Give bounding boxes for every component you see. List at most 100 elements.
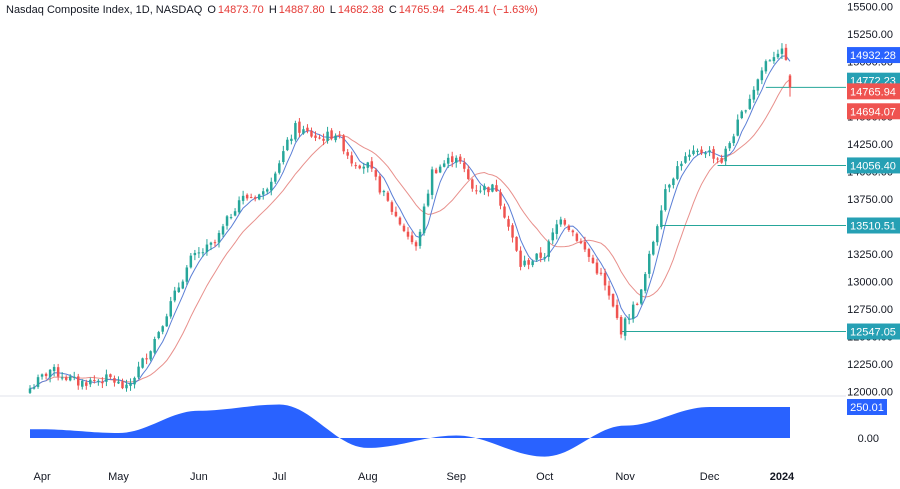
- y-tick-label: 12250.00: [847, 359, 893, 371]
- candle-body: [752, 89, 756, 100]
- candle-body: [463, 162, 466, 169]
- y-tick-label: 13000.00: [847, 277, 893, 289]
- y-tick-label: 13750.00: [847, 194, 893, 206]
- candle-body: [724, 148, 727, 162]
- y-tick-label: 12750.00: [847, 304, 893, 316]
- candle-body: [133, 377, 136, 385]
- candle-body: [201, 252, 205, 254]
- candle-body: [157, 332, 160, 339]
- candle-body: [386, 192, 390, 201]
- x-tick-label: Sep: [446, 471, 466, 483]
- candle-body: [181, 281, 185, 289]
- candle-body: [165, 316, 168, 327]
- candle-body: [77, 376, 80, 386]
- candle-body: [611, 293, 615, 307]
- osc-y-tick-label: 0.00: [858, 433, 879, 445]
- candle-body: [603, 273, 607, 286]
- candle-body: [145, 358, 148, 360]
- candle-body: [587, 249, 591, 257]
- candle-body: [326, 131, 329, 141]
- candle-body: [48, 369, 52, 378]
- candle-body: [459, 156, 462, 162]
- osc-value-tag-bg: [847, 398, 887, 415]
- candle-body: [595, 262, 599, 274]
- candle-body: [571, 230, 575, 233]
- low-label: L: [329, 4, 336, 16]
- x-tick-label: Aug: [358, 471, 378, 483]
- x-tick-label: Apr: [34, 471, 51, 483]
- candle-body: [161, 326, 164, 332]
- candle-body: [286, 139, 289, 151]
- candle-body: [137, 366, 140, 378]
- candle-body: [664, 189, 667, 210]
- candle-body: [125, 384, 128, 389]
- candle-body: [631, 304, 635, 319]
- candle-body: [784, 47, 788, 60]
- candle-body: [109, 374, 112, 378]
- candle-body: [442, 163, 446, 167]
- candle-body: [507, 219, 510, 227]
- fast-ma-line: [29, 55, 791, 389]
- candle-body: [278, 163, 281, 173]
- candle-body: [354, 165, 357, 167]
- candle-body: [290, 138, 293, 141]
- candle-body: [362, 166, 365, 169]
- candle-body: [446, 157, 450, 164]
- y-tick-label: 15250.00: [847, 29, 893, 41]
- candle-body: [378, 176, 382, 193]
- candle-body: [555, 224, 559, 234]
- candle-body: [430, 169, 434, 195]
- candle-body: [366, 162, 370, 168]
- candle-body: [302, 129, 305, 134]
- candle-body: [338, 134, 341, 136]
- candle-body: [499, 192, 502, 206]
- candle-body: [495, 185, 498, 192]
- candle-body: [402, 225, 406, 232]
- high-value: 14887.80: [278, 4, 325, 16]
- candle-body: [559, 219, 563, 225]
- candle-body: [266, 189, 269, 192]
- x-tick-label: Nov: [615, 471, 635, 483]
- candle-body: [310, 130, 313, 137]
- candle-body: [551, 232, 554, 241]
- candle-body: [60, 377, 64, 379]
- oscillator-area: [30, 404, 790, 457]
- candle-body: [696, 150, 699, 153]
- candle-body: [177, 287, 181, 293]
- candle-body: [370, 161, 374, 169]
- candle-body: [688, 154, 691, 157]
- candle-body: [591, 257, 595, 264]
- price-tag-label: 14932.28: [850, 50, 896, 62]
- x-tick-label: Jul: [272, 471, 286, 483]
- candle-body: [169, 301, 172, 317]
- candle-body: [298, 121, 301, 133]
- candle-body: [64, 377, 68, 380]
- candle-body: [450, 156, 454, 163]
- price-tag-label: 14765.94: [850, 86, 896, 98]
- candle-body: [217, 233, 221, 243]
- candle-body: [406, 231, 410, 237]
- candle-body: [418, 231, 422, 246]
- x-tick-label: Dec: [700, 471, 720, 483]
- candle-body: [479, 190, 482, 192]
- candle-body: [28, 388, 32, 393]
- y-tick-label: 12000.00: [847, 387, 893, 399]
- candle-body: [189, 255, 193, 268]
- candle-body: [519, 250, 522, 267]
- candle-body: [233, 211, 237, 216]
- candle-body: [740, 111, 743, 119]
- candle-body: [684, 156, 687, 163]
- x-tick-label: May: [108, 471, 129, 483]
- y-tick-label: 13250.00: [847, 249, 893, 261]
- candle-body: [615, 304, 619, 318]
- low-value: 14682.38: [337, 4, 384, 16]
- x-tick-label: Oct: [536, 471, 553, 483]
- candle-body: [483, 185, 486, 191]
- candle-body: [491, 184, 494, 192]
- candle-body: [68, 376, 72, 381]
- candle-body: [732, 136, 735, 144]
- candle-body: [197, 252, 201, 254]
- candle-body: [535, 253, 538, 260]
